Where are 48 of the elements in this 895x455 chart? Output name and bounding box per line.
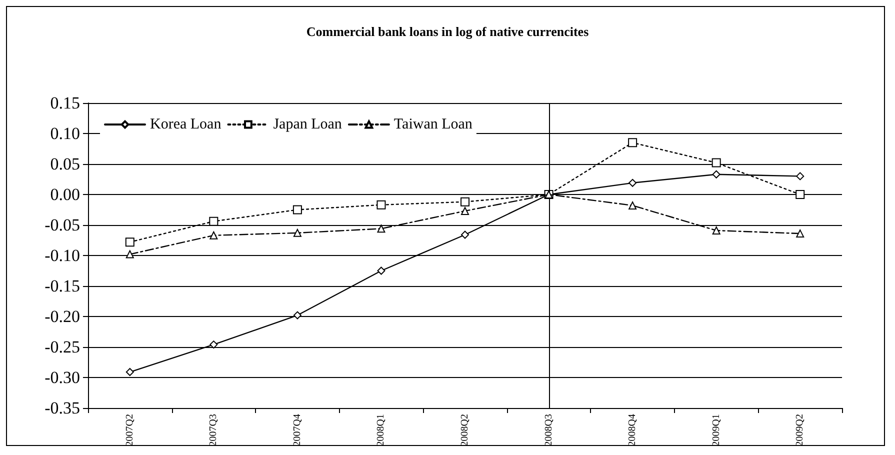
y-tick-label: -0.15 xyxy=(44,276,80,296)
point xyxy=(712,170,720,178)
legend-label: Japan Loan xyxy=(273,116,342,132)
point xyxy=(796,230,804,238)
y-tick-label: -0.25 xyxy=(44,338,80,356)
point xyxy=(376,200,386,210)
point xyxy=(209,216,218,226)
point xyxy=(292,205,302,214)
point xyxy=(628,178,637,187)
x-tick-label: 2008Q2 xyxy=(460,414,470,446)
x-tick-label: 2008Q1 xyxy=(376,414,387,446)
legend-label: Taiwan Loan xyxy=(394,116,473,132)
point xyxy=(293,311,302,320)
x-tick-label: 2007Q2 xyxy=(124,414,136,446)
y-tick-label: -0.35 xyxy=(44,398,80,418)
point xyxy=(628,201,637,210)
point xyxy=(460,197,470,206)
y-tick-label: -0.30 xyxy=(44,368,80,387)
point xyxy=(712,158,721,168)
y-tick-label: -0.20 xyxy=(44,307,80,326)
point xyxy=(461,206,469,215)
legend-label: Korea Loan xyxy=(150,116,222,132)
point xyxy=(461,230,469,239)
point xyxy=(293,228,302,237)
point xyxy=(377,266,386,275)
point xyxy=(628,138,638,148)
y-tick-label: -0.05 xyxy=(44,216,80,234)
point xyxy=(796,190,805,199)
x-tick-label: 2007Q3 xyxy=(208,414,220,446)
y-tick-label: 0.10 xyxy=(50,124,80,143)
y-tick-label: 0.00 xyxy=(50,185,80,204)
point xyxy=(126,368,134,376)
point xyxy=(796,172,804,180)
y-tick-label: 0.15 xyxy=(50,94,80,112)
point xyxy=(210,231,218,240)
x-tick-label: 2008Q3 xyxy=(543,414,554,446)
point xyxy=(125,238,134,247)
x-tick-label: 2009Q2 xyxy=(794,414,806,446)
x-tick-label: 2009Q1 xyxy=(710,414,722,446)
point xyxy=(210,340,218,349)
y-tick-label: -0.10 xyxy=(44,246,80,265)
point xyxy=(377,224,386,233)
chart-title: Commercial bank loans in log of native currencites xyxy=(306,24,589,39)
y-tick-label: 0.05 xyxy=(50,154,80,174)
point xyxy=(712,226,720,234)
x-tick-label: 2008Q4 xyxy=(627,414,638,446)
x-tick-label: 2007Q4 xyxy=(292,414,303,446)
point xyxy=(126,250,134,258)
